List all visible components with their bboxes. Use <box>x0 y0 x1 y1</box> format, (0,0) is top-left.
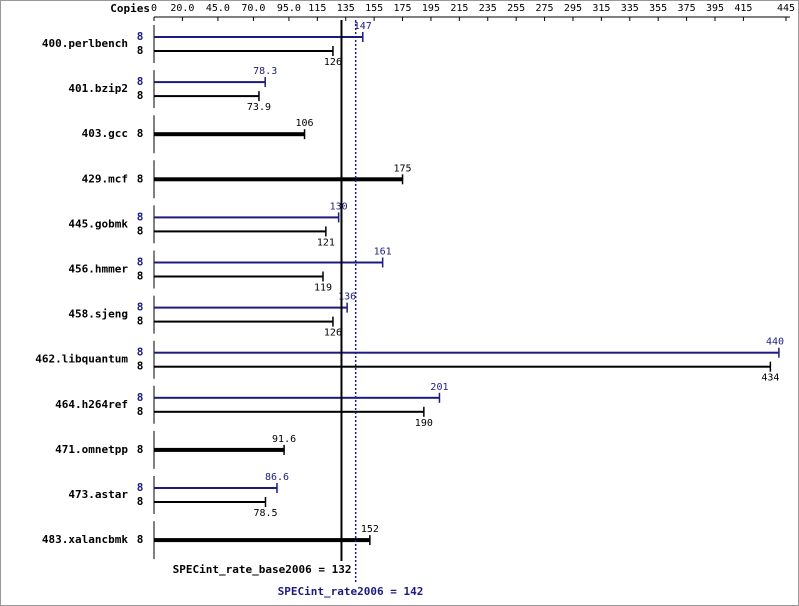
value-label: 126 <box>324 328 342 339</box>
x-tick-label: 135 <box>337 3 355 14</box>
bar <box>154 81 266 84</box>
x-tick-label: 295 <box>564 3 582 14</box>
copies-label: 8 <box>137 346 144 359</box>
bar <box>154 396 440 399</box>
bar <box>154 320 333 323</box>
copies-label: 8 <box>137 224 144 237</box>
copies-label: 8 <box>137 127 144 140</box>
copies-label: 8 <box>137 270 144 283</box>
reference-label: SPECint_rate_base2006 = 132 <box>173 563 352 576</box>
bar <box>154 132 305 137</box>
bar <box>154 501 266 503</box>
x-tick-label: 375 <box>678 3 696 14</box>
category-label: 462.libquantum <box>35 353 128 366</box>
bar <box>154 216 339 219</box>
x-tick-label: 70.0 <box>241 3 265 14</box>
bar <box>154 538 370 543</box>
x-tick-label: 20.0 <box>170 3 194 14</box>
value-label: 201 <box>430 382 448 393</box>
category-label: 456.hmmer <box>68 263 128 276</box>
value-label: 190 <box>415 418 433 429</box>
value-label: 78.3 <box>253 66 277 77</box>
category-label: 473.astar <box>68 488 128 501</box>
bar <box>154 50 333 52</box>
bar <box>154 351 779 354</box>
value-label: 152 <box>361 524 379 535</box>
value-label: 121 <box>317 237 335 248</box>
bar <box>154 447 285 452</box>
x-tick-label: 415 <box>734 3 752 14</box>
copies-label: 8 <box>137 495 144 508</box>
copies-label: 8 <box>137 172 144 185</box>
category-label: 464.h264ref <box>55 398 128 411</box>
axis-label: Copies <box>110 2 150 15</box>
bar <box>154 487 277 489</box>
value-label: 78.5 <box>253 508 277 519</box>
copies-label: 8 <box>137 533 144 546</box>
x-tick-label: 95.0 <box>277 3 301 14</box>
value-label: 130 <box>330 201 348 212</box>
bar <box>154 36 363 38</box>
x-tick-label: 395 <box>706 3 724 14</box>
copies-label: 8 <box>137 315 144 328</box>
category-label: 445.gobmk <box>68 217 128 230</box>
category-label: 471.omnetpp <box>55 443 128 456</box>
x-tick-label: 235 <box>479 3 497 14</box>
category-label: 403.gcc <box>82 127 128 140</box>
x-tick-label: 195 <box>422 3 440 14</box>
bar <box>154 410 424 413</box>
copies-label: 8 <box>137 360 144 373</box>
copies-label: 8 <box>137 481 144 494</box>
value-label: 440 <box>766 337 784 348</box>
bar <box>154 261 383 264</box>
copies-label: 8 <box>137 75 144 88</box>
copies-label: 8 <box>137 30 144 43</box>
value-label: 73.9 <box>247 102 271 113</box>
value-label: 126 <box>324 57 342 68</box>
category-label: 483.xalancbmk <box>42 533 128 546</box>
copies-label: 8 <box>137 89 144 102</box>
bar <box>154 365 771 368</box>
x-tick-label: 445 <box>777 3 795 14</box>
copies-label: 8 <box>137 256 144 269</box>
value-label: 147 <box>354 21 372 32</box>
x-tick-label: 155 <box>365 3 383 14</box>
x-tick-label: 335 <box>621 3 639 14</box>
copies-label: 8 <box>137 443 144 456</box>
x-tick-label: 355 <box>649 3 667 14</box>
x-tick-label: 45.0 <box>206 3 230 14</box>
copies-label: 8 <box>137 391 144 404</box>
x-tick-label: 255 <box>507 3 525 14</box>
copies-label: 8 <box>137 301 144 314</box>
category-label: 401.bzip2 <box>68 82 128 95</box>
value-label: 86.6 <box>265 472 289 483</box>
value-label: 434 <box>761 373 779 384</box>
bar <box>154 95 259 98</box>
copies-label: 8 <box>137 210 144 223</box>
category-label: 458.sjeng <box>68 308 128 321</box>
reference-label: SPECint_rate2006 = 142 <box>278 585 424 598</box>
bar <box>154 177 403 182</box>
bar <box>154 230 326 233</box>
x-tick-label: 215 <box>450 3 468 14</box>
x-tick-label: 315 <box>592 3 610 14</box>
bar <box>154 275 324 278</box>
value-label: 106 <box>296 118 314 129</box>
copies-label: 8 <box>137 44 144 57</box>
x-tick-label: 175 <box>394 3 412 14</box>
copies-label: 8 <box>137 405 144 418</box>
x-tick-label: 115 <box>308 3 326 14</box>
value-label: 175 <box>394 163 412 174</box>
x-tick-label: 0 <box>151 3 157 14</box>
x-tick-label: 275 <box>536 3 554 14</box>
category-label: 400.perlbench <box>42 37 128 50</box>
category-label: 429.mcf <box>82 172 128 185</box>
value-label: 136 <box>338 292 356 303</box>
value-label: 119 <box>314 283 332 294</box>
value-label: 91.6 <box>272 434 296 445</box>
bar <box>154 306 348 309</box>
value-label: 161 <box>374 247 392 258</box>
